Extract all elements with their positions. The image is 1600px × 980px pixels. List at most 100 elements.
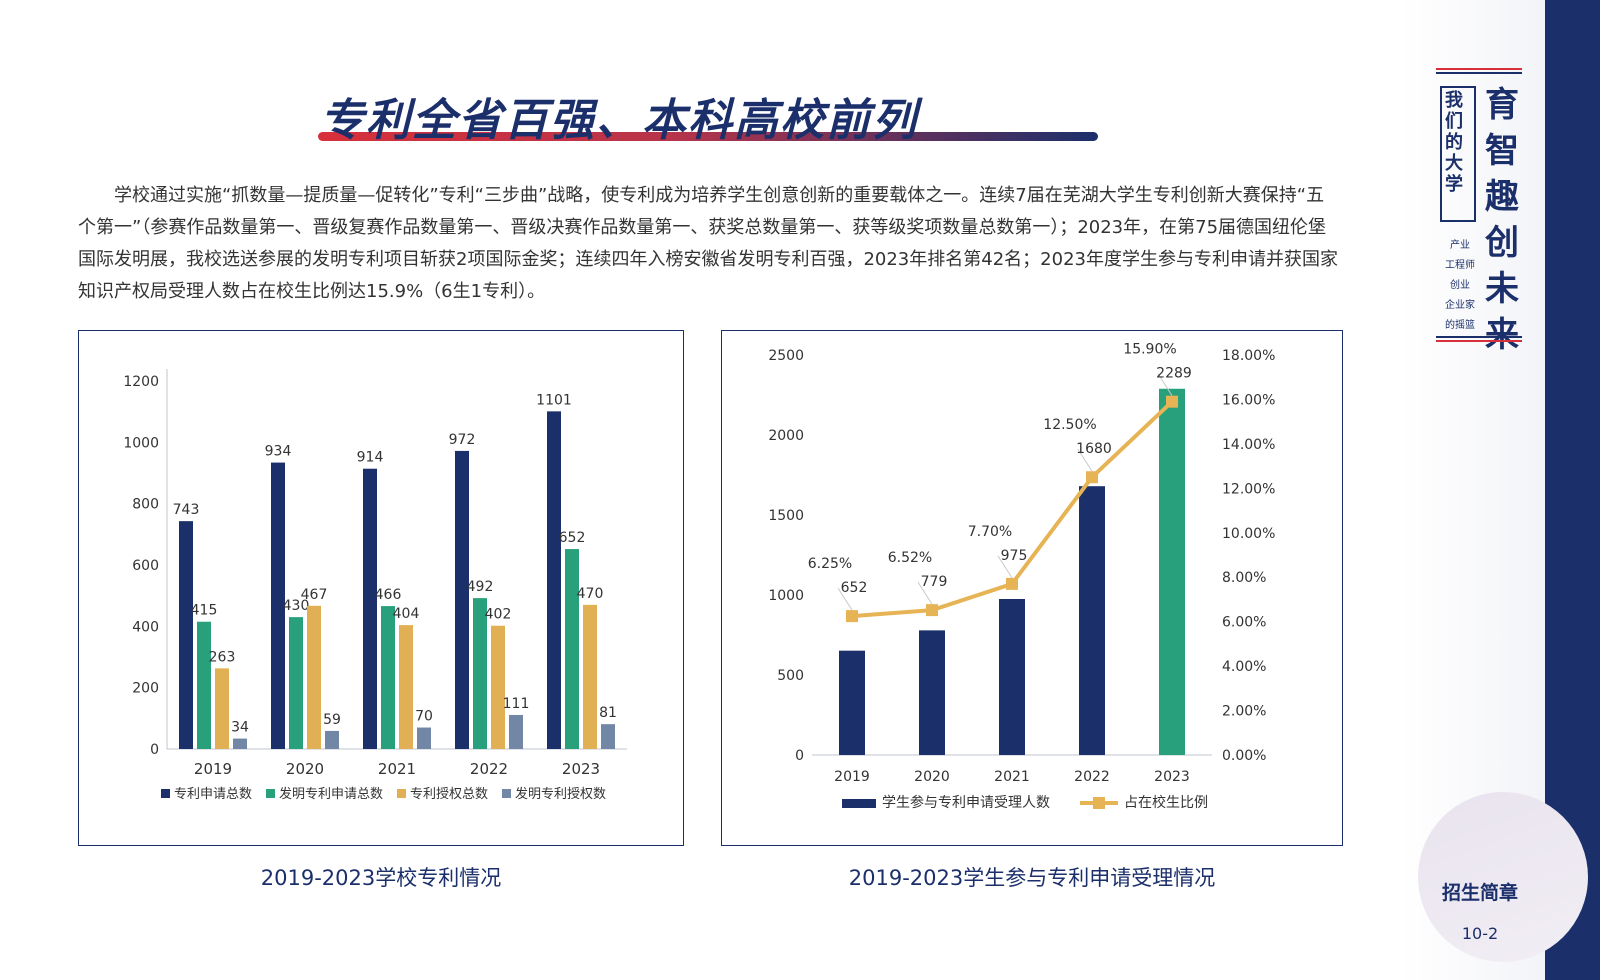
bar-专利申请总数	[271, 462, 285, 749]
y-left-tick-label: 500	[777, 668, 804, 684]
bar-专利申请总数	[179, 521, 193, 749]
y-tick-label: 800	[132, 497, 159, 513]
bar-student-count	[1159, 388, 1185, 755]
x-tick-label: 2020	[914, 769, 950, 785]
legend-label: 发明专利授权数	[515, 786, 606, 802]
patent-chart-panel: 0 200 400 600 800 1000 1200 2019 743 415 263 34 2020…	[78, 330, 684, 846]
y-right-tick-label: 16.00%	[1222, 392, 1275, 408]
bar-value-label: 263	[209, 649, 236, 665]
bar-value-label: 492	[467, 579, 494, 595]
y-left-tick-label: 1500	[768, 508, 804, 524]
bar-value-label: 430	[283, 598, 310, 614]
x-tick-label: 2023	[1154, 769, 1190, 785]
bar-value-label: 111	[503, 696, 530, 712]
bar-value-label: 652	[559, 530, 586, 546]
ratio-value-label: 6.52%	[888, 550, 932, 566]
bar-发明专利授权数	[325, 730, 339, 749]
bar-发明专利授权数	[509, 714, 523, 749]
bar-value-label: 467	[301, 587, 328, 603]
legend-swatch	[397, 789, 406, 798]
bar-student-count	[1079, 486, 1105, 755]
bar-value-label: 70	[415, 709, 433, 725]
label-leader	[837, 587, 853, 611]
bar-value-label: 1101	[536, 392, 572, 408]
intro-paragraph: 学校通过实施“抓数量—提质量—促转化”专利“三步曲”战略，使专利成为培养学生创意…	[78, 185, 1338, 302]
brand-small-line: 产业	[1450, 240, 1470, 251]
legend-label: 学生参与专利申请受理人数	[882, 794, 1050, 811]
patent-bar-chart: 0 200 400 600 800 1000 1200 2019 743 415 263 34 2020…	[123, 369, 627, 802]
x-tick-label: 2020	[286, 760, 324, 778]
y-right-tick-label: 6.00%	[1222, 615, 1266, 631]
brand-slogan: 育智趣创未来	[1485, 85, 1519, 355]
y-right-tick-label: 14.00%	[1222, 437, 1275, 453]
legend-swatch	[842, 799, 876, 808]
bar-student-count	[839, 650, 865, 755]
student-patent-combo-chart: 0 500 1000 1500 2000 2500 0.00% 2.00% 4.00% 6.00%…	[768, 342, 1275, 811]
x-tick-label: 2021	[378, 760, 416, 778]
brand-small-line: 创业	[1450, 280, 1470, 291]
bar-value-label: 934	[265, 444, 292, 460]
label-leader	[1157, 373, 1173, 396]
x-tick-label: 2019	[834, 769, 870, 785]
bar-发明专利授权数	[233, 738, 247, 749]
bar-value-label: 652	[841, 580, 868, 596]
y-right-tick-label: 12.00%	[1222, 481, 1275, 497]
brand-small-line: 工程师	[1445, 260, 1475, 271]
ratio-value-label: 15.90%	[1123, 342, 1176, 358]
y-tick-label: 0	[150, 742, 159, 758]
bar-value-label: 975	[1001, 548, 1028, 564]
bar-value-label: 2289	[1156, 366, 1192, 382]
legend-swatch	[502, 789, 511, 798]
bar-专利授权总数	[583, 604, 597, 749]
bar-value-label: 779	[921, 574, 948, 590]
y-left-tick-label: 2500	[768, 348, 804, 364]
ratio-value-label: 12.50%	[1043, 417, 1096, 433]
ratio-value-label: 6.25%	[808, 556, 852, 572]
bar-value-label: 81	[599, 705, 617, 721]
label-leader	[1077, 448, 1093, 472]
bar-发明专利申请总数	[197, 621, 211, 749]
line-ratio-marker	[1166, 395, 1178, 408]
legend-swatch	[161, 789, 170, 798]
legend-label: 发明专利申请总数	[279, 786, 383, 802]
brand-stripe-bottom-red	[1436, 340, 1522, 342]
bar-student-count	[999, 599, 1025, 755]
brand-vertical-box	[1440, 86, 1476, 222]
y-left-tick-label: 1000	[768, 588, 804, 604]
bar-专利授权总数	[307, 605, 321, 749]
brand-stripe-top-red	[1436, 68, 1522, 70]
title-underline	[318, 132, 1098, 141]
bar-value-label: 743	[173, 502, 200, 518]
bar-发明专利申请总数	[381, 606, 395, 749]
label-leader	[997, 555, 1013, 579]
legend-marker	[1093, 797, 1105, 809]
bar-value-label: 1680	[1076, 441, 1112, 457]
y-tick-label: 1000	[123, 435, 159, 451]
brand-small-line: 的摇篮	[1445, 320, 1475, 331]
line-ratio-marker	[1006, 577, 1018, 590]
bar-专利授权总数	[399, 625, 413, 749]
corner-decoration	[1418, 792, 1588, 962]
bar-value-label: 34	[231, 720, 249, 736]
bar-专利申请总数	[455, 450, 469, 749]
bar-发明专利申请总数	[473, 598, 487, 749]
bar-专利授权总数	[491, 625, 505, 749]
brand-vertical-text: 我们的大学	[1445, 90, 1463, 195]
legend-label: 占在校生比例	[1124, 794, 1208, 811]
bar-发明专利申请总数	[565, 549, 579, 749]
x-tick-label: 2019	[194, 760, 232, 778]
bar-专利申请总数	[547, 411, 561, 749]
bar-发明专利授权数	[601, 724, 615, 749]
y-right-tick-label: 0.00%	[1222, 748, 1266, 764]
student-patent-chart-panel: 0 500 1000 1500 2000 2500 0.00% 2.00% 4.00% 6.00%…	[721, 330, 1343, 846]
brand-small-text: 产业 工程师 创业 企业家 的摇篮	[1436, 236, 1484, 336]
x-tick-label: 2022	[1074, 769, 1110, 785]
bar-发明专利授权数	[417, 727, 431, 749]
line-ratio-marker	[1086, 471, 1098, 484]
brand-block: 我们的大学 育智趣创未来 产业 工程师 创业 企业家 的摇篮	[1432, 68, 1532, 355]
legend-label: 专利授权总数	[410, 786, 488, 802]
caption-right: 2019-2023学生参与专利申请受理情况	[848, 866, 1216, 890]
brand-stripe-bottom-navy	[1436, 336, 1522, 338]
brochure-label: 招生简章	[1441, 882, 1518, 904]
label-leader	[917, 581, 933, 605]
